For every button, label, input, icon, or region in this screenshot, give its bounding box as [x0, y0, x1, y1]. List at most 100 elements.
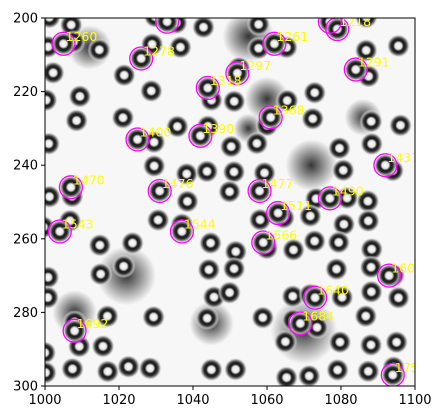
- particle-ring: [359, 280, 384, 304]
- detection-label: 1684: [302, 308, 334, 323]
- particle-ring: [373, 153, 398, 178]
- particle-ring: [168, 35, 193, 59]
- detection-label: 1206: [169, 7, 201, 22]
- particle-ring: [386, 34, 411, 58]
- detection-label: 1543: [62, 216, 94, 231]
- particle-ring: [356, 209, 381, 233]
- particle-ring: [302, 229, 327, 253]
- particle-ring: [281, 284, 305, 309]
- detection-marker: [302, 285, 328, 310]
- detection-marker: [262, 31, 287, 56]
- particle-ring: [297, 364, 321, 386]
- particle-ring: [354, 304, 378, 328]
- particle-ring: [47, 219, 72, 244]
- particle-rings: [45, 18, 413, 386]
- particle-ring: [45, 61, 65, 85]
- particle-ring: [356, 189, 380, 213]
- particle-ring: [147, 179, 172, 203]
- particle-ring: [112, 63, 136, 87]
- particle-ring: [198, 231, 223, 255]
- detection-marker: [258, 105, 283, 130]
- particle-ring: [217, 280, 242, 305]
- particle-ring: [45, 340, 57, 365]
- detection-label: 1400: [140, 124, 172, 139]
- particle-ring: [247, 179, 272, 203]
- detection-label: 1278: [143, 43, 175, 58]
- detection-label: 1318: [210, 73, 242, 88]
- detection-label: 1759: [395, 360, 427, 375]
- particle-ring: [62, 318, 87, 343]
- particle-ring: [275, 88, 300, 113]
- particle-ring: [273, 329, 298, 354]
- detection-marker: [125, 127, 150, 152]
- particle-ring: [343, 57, 368, 82]
- detection-label: 1692: [77, 316, 109, 331]
- detection-marker: [147, 178, 172, 204]
- particle-ring: [377, 263, 401, 288]
- detection-marker: [373, 153, 398, 178]
- particle-ring: [222, 256, 246, 281]
- particle-ring: [219, 134, 243, 159]
- detection-label: 1297: [239, 58, 271, 73]
- detection-markers: [47, 18, 405, 386]
- particle-ring: [225, 61, 250, 86]
- detection-label: 1490: [332, 183, 364, 198]
- particle-ring: [199, 357, 224, 382]
- particle-ring: [224, 239, 248, 264]
- x-tick-label: 1100: [398, 393, 431, 408]
- particle-ring: [111, 254, 136, 279]
- particle-ring: [251, 230, 276, 255]
- particle-ring: [165, 114, 190, 139]
- detection-label: 1260: [66, 29, 98, 44]
- particle-ring: [359, 109, 384, 134]
- particle-ring: [120, 231, 145, 255]
- particle-ring: [88, 262, 113, 286]
- particle-ring: [142, 154, 166, 178]
- particle-ring: [222, 89, 246, 114]
- detection-label: 1544: [184, 216, 216, 231]
- detection-marker: [129, 46, 154, 71]
- particle-ring: [274, 365, 299, 386]
- detection-marker: [265, 200, 291, 226]
- particle-ring: [303, 285, 327, 310]
- detection-marker: [376, 263, 402, 288]
- particle-ring: [281, 238, 306, 262]
- particle-ring: [325, 358, 350, 382]
- dark-region: [285, 139, 338, 192]
- particle-ring: [330, 285, 354, 310]
- y-tick-label: 300: [13, 380, 38, 395]
- detection-label: 1437: [387, 150, 419, 165]
- particle-ring: [250, 305, 275, 330]
- particle-ring: [258, 105, 283, 130]
- y-tick-label: 260: [13, 232, 38, 247]
- particle-ring: [380, 363, 405, 386]
- particle-ring: [45, 184, 62, 209]
- detection-label: 1470: [73, 172, 105, 187]
- detection-marker: [62, 318, 87, 343]
- particle-ring: [246, 18, 271, 37]
- particle-ring: [175, 189, 200, 214]
- x-axis: 1000 1020 1040 1060 1080 1100: [28, 386, 432, 408]
- particle-ring: [91, 334, 115, 359]
- particle-ring: [96, 359, 120, 384]
- y-tick-label: 280: [13, 306, 38, 321]
- x-tick-label: 1020: [102, 393, 135, 408]
- y-tick-label: 220: [13, 85, 38, 100]
- particle-ring: [87, 38, 112, 62]
- particle-ring: [262, 31, 287, 56]
- particle-ring: [111, 105, 135, 130]
- particle-ring: [59, 175, 83, 200]
- particle-ring: [354, 18, 379, 29]
- particle-ring: [195, 76, 220, 100]
- x-tick-label: 1040: [176, 393, 209, 408]
- particle-ring: [335, 186, 359, 210]
- particle-ring: [354, 38, 379, 63]
- particle-ring: [88, 233, 112, 257]
- particle-ring: [45, 88, 58, 112]
- particle-ring: [125, 127, 150, 152]
- particle-ring: [45, 18, 62, 29]
- particle-ring: [332, 212, 356, 237]
- particle-ring: [359, 237, 384, 261]
